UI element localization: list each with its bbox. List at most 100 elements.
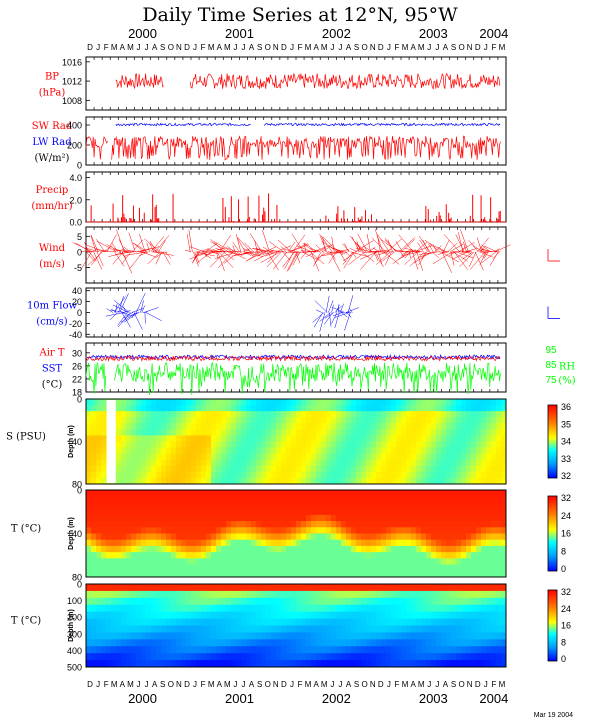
heatmap-cell — [156, 411, 162, 418]
heatmap-cell — [266, 618, 272, 626]
heatmap-cell — [146, 611, 152, 619]
heatmap-cell — [441, 514, 447, 522]
heatmap-cell — [411, 399, 417, 406]
heatmap-cell — [466, 539, 472, 547]
vector-stick — [217, 251, 225, 271]
vector-stick — [237, 237, 251, 253]
heatmap-cell — [336, 411, 342, 418]
heatmap-cell — [296, 590, 302, 599]
heatmap-cell — [236, 496, 242, 503]
heatmap-cell — [101, 508, 107, 516]
heatmap-cell — [286, 584, 292, 592]
heatmap-cell — [141, 471, 147, 479]
heatmap-cell — [216, 502, 222, 510]
heatmap-cell — [436, 471, 442, 479]
heatmap-cell — [486, 453, 492, 461]
heatmap-cell — [346, 527, 352, 534]
heatmap-cell — [481, 459, 487, 467]
vector-stick — [115, 251, 134, 255]
heatmap-cell — [441, 502, 447, 510]
heatmap-cell — [276, 447, 282, 455]
heatmap-cell — [466, 564, 472, 572]
heatmap-cell — [341, 533, 347, 541]
heatmap-cell — [226, 477, 232, 485]
heatmap-cell — [206, 646, 212, 654]
heatmap-cell — [451, 618, 457, 626]
heatmap-cell — [296, 527, 302, 534]
heatmap-cell — [431, 429, 437, 436]
heatmap-cell — [441, 604, 447, 613]
heatmap-cell — [191, 639, 197, 647]
heatmap-cell — [141, 611, 147, 619]
heatmap-cell — [451, 558, 457, 565]
heatmap-cell — [446, 471, 452, 479]
vector-stick — [429, 242, 445, 253]
vector-stick — [334, 312, 340, 329]
heatmap-cell — [146, 639, 152, 647]
heatmap-cell — [251, 417, 257, 424]
vector-stick — [154, 235, 170, 253]
heatmap-cell — [411, 558, 417, 565]
heatmap-cell — [231, 521, 237, 528]
heatmap-cell — [116, 441, 122, 448]
heatmap-cell — [246, 477, 252, 485]
y-tick-label: 400 — [67, 121, 82, 131]
month-label-top: D — [87, 43, 93, 52]
heatmap-cell — [281, 646, 287, 654]
heatmap-cell — [131, 611, 137, 619]
heatmap-cell — [386, 604, 392, 613]
heatmap-cell — [216, 527, 222, 534]
heatmap-cell — [381, 429, 387, 436]
heatmap-cell — [466, 618, 472, 626]
heatmap-cell — [126, 660, 132, 668]
heatmap-cell — [86, 564, 92, 572]
heatmap-cell — [316, 660, 322, 668]
heatmap-cell — [101, 604, 107, 613]
heatmap-cell — [156, 399, 162, 406]
vector-stick — [146, 242, 150, 252]
vector-stick — [418, 235, 431, 253]
heatmap-cell — [206, 399, 212, 406]
heatmap-cell — [461, 539, 467, 547]
heatmap-cell — [426, 653, 432, 661]
heatmap-cell — [156, 570, 162, 578]
heatmap-cell — [431, 564, 437, 572]
heatmap-cell — [331, 632, 337, 640]
heatmap-cell — [271, 632, 277, 640]
vector-stick — [125, 251, 147, 256]
vector-stick — [337, 304, 340, 313]
heatmap-cell — [231, 417, 237, 424]
heatmap-cell — [416, 545, 422, 553]
heatmap-cell — [356, 496, 362, 503]
year-label-top: 2002 — [322, 26, 351, 41]
heatmap-cell — [451, 459, 457, 467]
heatmap-cell — [101, 405, 107, 412]
heatmap-cell — [396, 618, 402, 626]
heatmap-cell — [436, 405, 442, 412]
heatmap-cell — [286, 552, 292, 559]
heatmap-cell — [261, 539, 267, 547]
heatmap-cell — [361, 584, 367, 592]
month-label-top: D — [475, 43, 481, 52]
vector-stick — [133, 312, 143, 330]
heatmap-cell — [316, 564, 322, 572]
heatmap-cell — [211, 639, 217, 647]
heatmap-cell — [491, 490, 497, 497]
vector-stick — [315, 309, 322, 313]
heatmap-cell — [166, 423, 172, 430]
heatmap-cell — [431, 477, 437, 485]
vector-stick — [106, 308, 114, 313]
heatmap-cell — [241, 570, 247, 578]
heatmap-cell — [181, 646, 187, 654]
heatmap-cell — [186, 453, 192, 461]
heatmap-cell — [251, 597, 257, 606]
heatmap-cell — [116, 527, 122, 534]
heatmap-cell — [206, 660, 212, 668]
vector-stick — [483, 245, 498, 253]
heatmap-cell — [296, 447, 302, 455]
heatmap-cell — [186, 429, 192, 436]
heatmap-cell — [396, 564, 402, 572]
heatmap-cell — [186, 584, 192, 592]
heatmap-cell — [446, 545, 452, 553]
heatmap-cell — [281, 423, 287, 430]
